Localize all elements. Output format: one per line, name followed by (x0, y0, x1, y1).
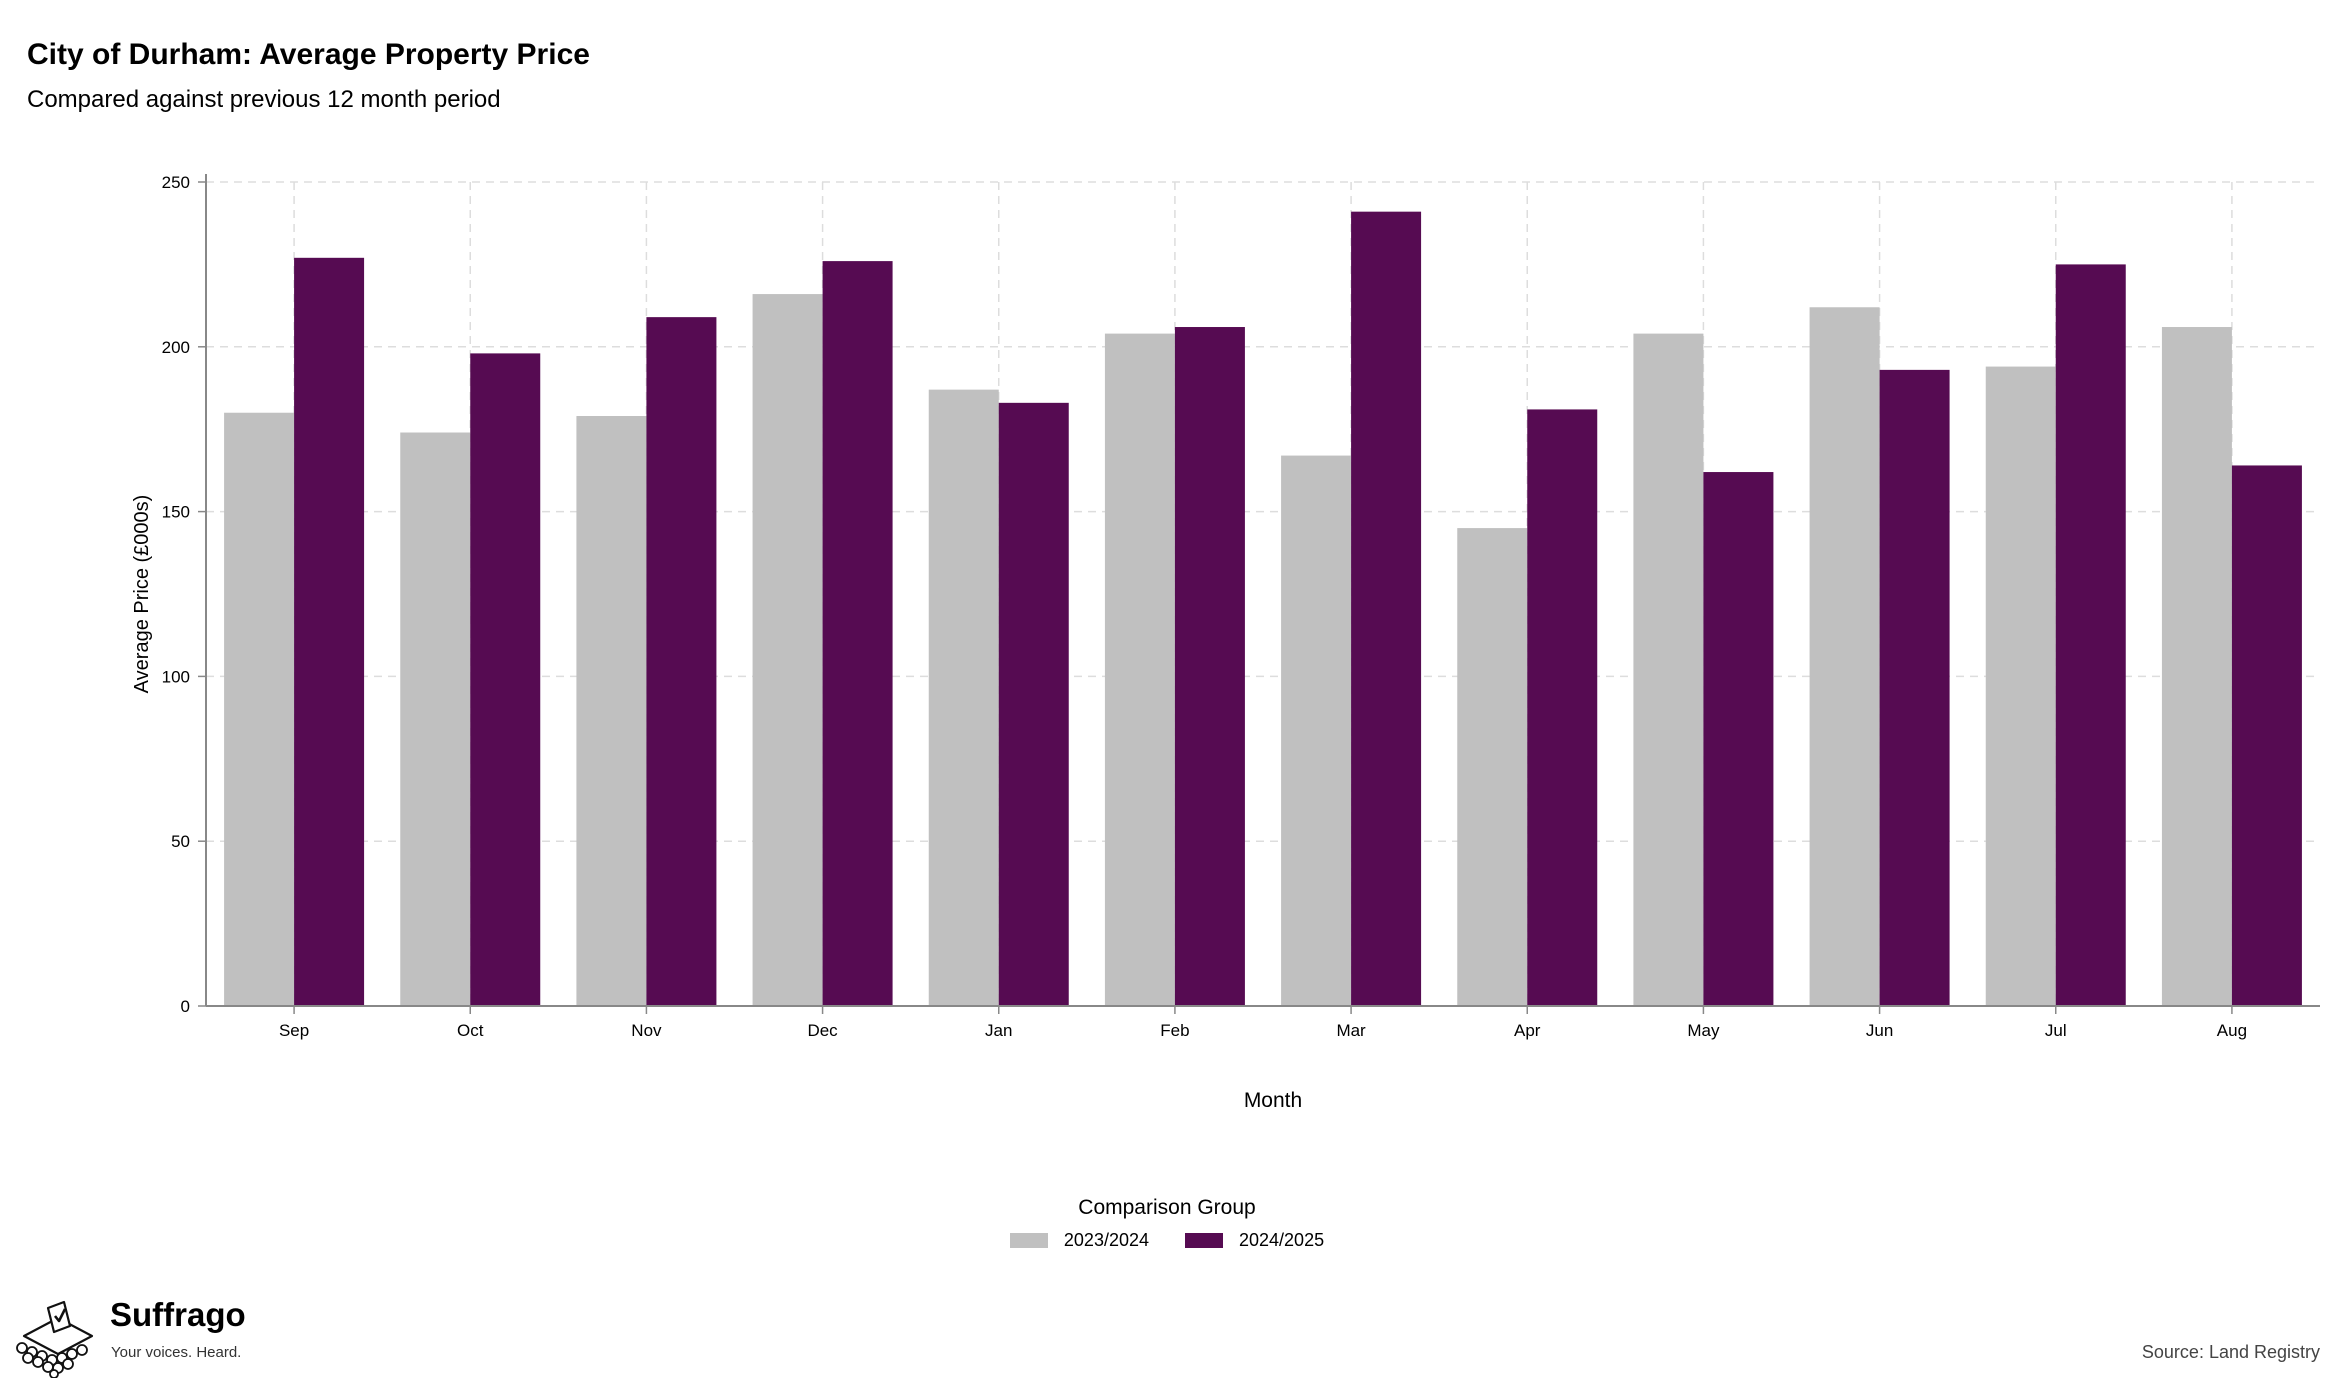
x-tick-label: Dec (807, 1021, 838, 1040)
legend-label-series-b: 2024/2025 (1239, 1230, 1325, 1250)
bar-series-a-jun (1809, 307, 1880, 1006)
bar-series-a-apr (1457, 528, 1528, 1006)
legend-item-series-b: 2024/2025 (1185, 1230, 1324, 1251)
logo-name: Suffrago (110, 1296, 246, 1333)
bar-series-a-aug (2161, 327, 2232, 1006)
bar-series-a-oct (400, 432, 471, 1007)
legend: Comparison Group 2023/2024 2024/2025 (0, 1196, 2334, 1253)
y-tick-label: 150 (162, 503, 190, 522)
legend-title: Comparison Group (1078, 1196, 1256, 1219)
y-tick-label: 50 (171, 832, 190, 851)
x-tick-label: Sep (279, 1021, 309, 1040)
x-tick-label: Mar (1336, 1021, 1366, 1040)
bar-series-b-may (1703, 472, 1774, 1007)
legend-items: 2023/2024 2024/2025 (1009, 1230, 1324, 1251)
bar-series-a-nov (576, 416, 647, 1006)
chart-title: City of Durham: Average Property Price (27, 38, 590, 71)
x-tick-label: Aug (2217, 1021, 2247, 1040)
bar-series-a-jul (1985, 366, 2056, 1006)
axes (198, 174, 2320, 1014)
bar-series-b-mar (1351, 211, 1422, 1006)
x-tick-label: May (1687, 1021, 1720, 1040)
legend-label-series-a: 2023/2024 (1063, 1230, 1149, 1250)
x-tick-label: Oct (457, 1021, 484, 1040)
y-tick-label: 200 (162, 338, 190, 357)
chart-subtitle: Compared against previous 12 month perio… (27, 86, 501, 113)
bar-series-b-feb (1174, 327, 1245, 1006)
logo-tagline: Your voices. Heard. (111, 1344, 242, 1361)
x-tick-label: Feb (1160, 1021, 1189, 1040)
bar-series-b-aug (2231, 465, 2302, 1006)
bar-series-b-jul (2055, 264, 2126, 1006)
y-tick-label: 250 (162, 173, 190, 192)
x-tick-label: Jul (2045, 1021, 2067, 1040)
x-axis-title: Month (1244, 1089, 1302, 1112)
x-tick-label: Apr (1514, 1021, 1541, 1040)
x-tick-label: Jun (1866, 1021, 1893, 1040)
bar-series-b-sep (294, 257, 365, 1007)
bar-series-b-oct (470, 353, 541, 1007)
bar-series-b-nov (646, 317, 717, 1006)
bar-series-a-may (1633, 333, 1704, 1007)
source-note: Source: Land Registry (2141, 1342, 2320, 1362)
y-tick-label: 100 (162, 667, 190, 686)
legend-item-series-a: 2023/2024 (1009, 1230, 1149, 1251)
legend-swatch-series-a (1009, 1233, 1048, 1248)
bar-series-b-jun (1879, 369, 1950, 1006)
bar-series-a-sep (224, 412, 295, 1007)
bar-chart: 0 50 100 150 200 250 Sep Oct Nov Dec Jan Feb Mar Apr M… (131, 173, 2320, 1112)
x-tick-label: Nov (631, 1021, 662, 1040)
bar-series-a-dec (752, 294, 823, 1007)
suffrago-logo: Suffrago Your voices. Heard. (14, 1296, 294, 1379)
bar-series-b-jan (998, 402, 1069, 1006)
y-axis-title: Average Price (£000s) (131, 495, 153, 694)
axis-labels: 0 50 100 150 200 250 Sep Oct Nov Dec Jan Feb Mar Apr M… (131, 173, 2247, 1112)
bar-series-b-apr (1527, 409, 1598, 1006)
bar-series-b-dec (822, 261, 893, 1006)
bar-series-a-jan (928, 389, 999, 1006)
bar-series-a-mar (1281, 455, 1352, 1006)
bars (224, 211, 2302, 1007)
y-tick-label: 0 (181, 997, 190, 1016)
legend-swatch-series-b (1185, 1233, 1223, 1248)
bar-series-a-feb (1104, 333, 1175, 1007)
ballot-box-icon (16, 1300, 94, 1379)
x-tick-label: Jan (985, 1021, 1012, 1040)
